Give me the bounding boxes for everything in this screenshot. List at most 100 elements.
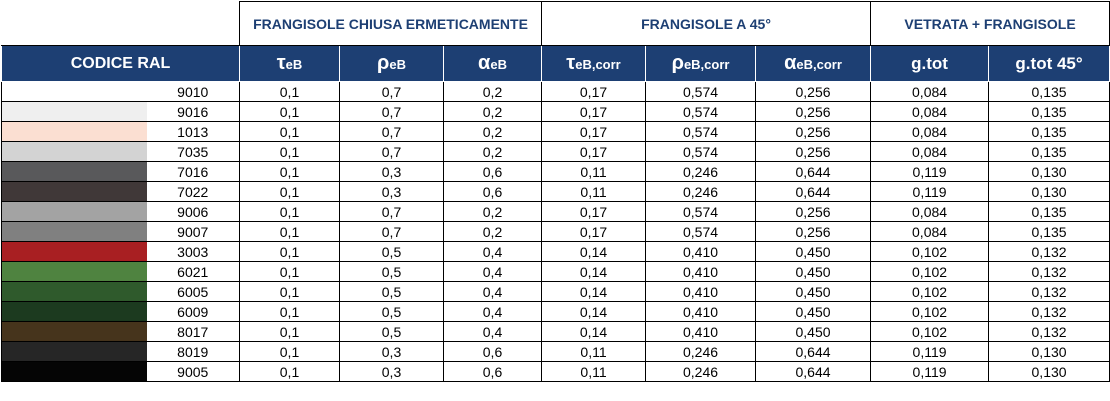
alpha-corr-subscript: eB,corr [796,57,842,72]
cell-gtot: 0,102 [870,301,990,322]
group-closed: FRANGISOLE CHIUSA ERMETICAMENTE [238,1,543,46]
cell-rho: 0,7 [339,121,444,142]
cell-alpha-corr: 0,256 [755,101,872,122]
cell-rho: 0,5 [339,241,444,262]
table-row: 9006 0,1 0,7 0,2 0,17 0,574 0,256 0,084 0,135 [1,201,1110,222]
cell-gtot45: 0,132 [988,281,1110,302]
cell-gtot: 0,084 [870,141,990,162]
header-rho: ρeB [339,45,444,82]
cell-tau-corr: 0,11 [541,161,647,182]
cell-rho: 0,5 [339,281,444,302]
cell-alpha-corr: 0,644 [755,341,872,362]
cell-tau: 0,1 [239,101,340,122]
cell-alpha-corr: 0,450 [755,321,872,342]
blank-corner [1,1,240,46]
cell-alpha: 0,6 [442,181,543,202]
cell-rho-corr: 0,246 [645,361,757,382]
cell-gtot45: 0,130 [988,341,1110,362]
cell-alpha: 0,4 [442,321,543,342]
tau-symbol: τ [276,52,286,74]
cell-rho: 0,7 [339,101,444,122]
header-alpha: αeB [442,45,543,82]
color-swatch [1,361,147,382]
cell-rho-corr: 0,410 [645,241,757,262]
rho-corr-symbol: ρ [671,52,684,74]
cell-rho: 0,3 [339,181,444,202]
cell-alpha-corr: 0,256 [755,221,872,242]
cell-alpha: 0,6 [442,361,543,382]
header-gtot-45: g.tot 45° [988,45,1110,82]
cell-tau: 0,1 [239,361,340,382]
cell-gtot: 0,102 [870,261,990,282]
table-row: 9016 0,1 0,7 0,2 0,17 0,574 0,256 0,084 0,135 [1,101,1110,122]
cell-rho-corr: 0,410 [645,281,757,302]
cell-tau-corr: 0,17 [541,201,647,222]
cell-alpha-corr: 0,256 [755,121,872,142]
color-swatch [1,221,147,242]
cell-code: 1013 [146,121,240,142]
cell-gtot: 0,084 [870,221,990,242]
cell-code: 8017 [146,321,240,342]
table-body: 9010 0,1 0,7 0,2 0,17 0,574 0,256 0,084 0,135 901… [1,81,1110,382]
cell-alpha-corr: 0,450 [755,301,872,322]
cell-rho: 0,7 [339,81,444,102]
cell-code: 9007 [146,221,240,242]
cell-tau: 0,1 [239,141,340,162]
table-row: 9007 0,1 0,7 0,2 0,17 0,574 0,256 0,084 0,135 [1,221,1110,242]
header-gtot: g.tot [870,45,990,82]
cell-gtot45: 0,135 [988,201,1110,222]
cell-rho-corr: 0,410 [645,301,757,322]
cell-gtot45: 0,135 [988,81,1110,102]
cell-tau: 0,1 [239,321,340,342]
color-swatch [1,161,147,182]
cell-gtot45: 0,132 [988,321,1110,342]
cell-alpha: 0,6 [442,161,543,182]
header-tau-corr: τeB,corr [541,45,647,82]
table-row: 6009 0,1 0,5 0,4 0,14 0,410 0,450 0,102 0,132 [1,301,1110,322]
cell-tau: 0,1 [239,261,340,282]
cell-tau: 0,1 [239,301,340,322]
group-header-row: FRANGISOLE CHIUSA ERMETICAMENTE FRANGISO… [1,1,1110,46]
cell-alpha: 0,4 [442,301,543,322]
cell-gtot: 0,102 [870,281,990,302]
table-row: 7035 0,1 0,7 0,2 0,17 0,574 0,256 0,084 0,135 [1,141,1110,162]
group-at-45: FRANGISOLE A 45° [541,1,872,46]
color-swatch [1,101,147,122]
cell-code: 9010 [146,81,240,102]
tau-corr-subscript: eB,corr [575,57,621,72]
header-alpha-corr: αeB,corr [755,45,872,82]
cell-rho: 0,3 [339,341,444,362]
cell-tau-corr: 0,14 [541,241,647,262]
alpha-subscript: eB [490,57,507,72]
cell-code: 6005 [146,281,240,302]
cell-rho-corr: 0,574 [645,201,757,222]
cell-rho: 0,7 [339,221,444,242]
header-codice-ral: CODICE RAL [1,45,240,82]
color-swatch [1,261,147,282]
cell-rho: 0,3 [339,161,444,182]
cell-code: 7022 [146,181,240,202]
cell-gtot: 0,084 [870,81,990,102]
cell-rho-corr: 0,246 [645,181,757,202]
rho-subscript: eB [389,57,406,72]
cell-rho: 0,7 [339,141,444,162]
table-row: 8017 0,1 0,5 0,4 0,14 0,410 0,450 0,102 0,132 [1,321,1110,342]
color-swatch [1,121,147,142]
cell-code: 9005 [146,361,240,382]
cell-alpha-corr: 0,256 [755,81,872,102]
cell-alpha-corr: 0,644 [755,181,872,202]
color-swatch [1,321,147,342]
header-tau: τeB [239,45,340,82]
cell-gtot45: 0,135 [988,121,1110,142]
cell-rho-corr: 0,574 [645,101,757,122]
cell-code: 3003 [146,241,240,262]
cell-rho-corr: 0,574 [645,121,757,142]
cell-rho: 0,5 [339,261,444,282]
color-swatch [1,81,147,102]
table-row: 6005 0,1 0,5 0,4 0,14 0,410 0,450 0,102 0,132 [1,281,1110,302]
cell-alpha: 0,2 [442,121,543,142]
cell-tau-corr: 0,17 [541,121,647,142]
cell-tau: 0,1 [239,341,340,362]
cell-gtot45: 0,135 [988,221,1110,242]
cell-tau: 0,1 [239,201,340,222]
